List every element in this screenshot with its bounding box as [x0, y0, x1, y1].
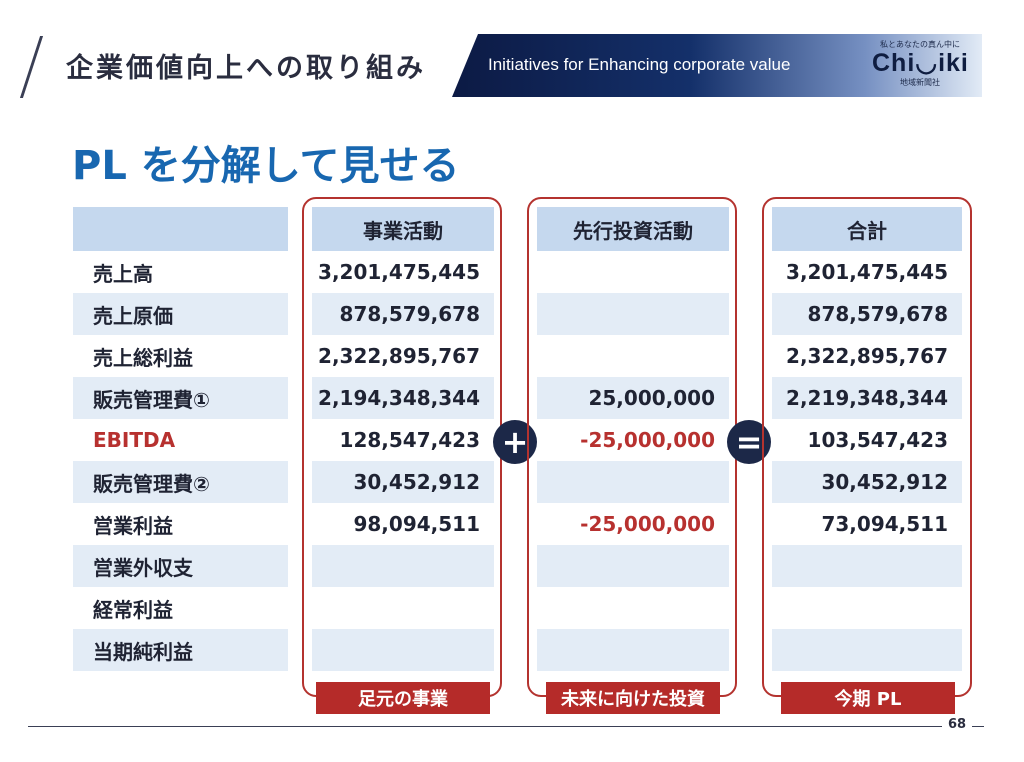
table-cell: [312, 629, 494, 671]
table-cell: 128,547,423: [339, 428, 480, 452]
header-banner: Initiatives for Enhancing corporate valu…: [452, 34, 982, 97]
column-header: 先行投資活動: [537, 207, 729, 251]
table-cell: [772, 587, 962, 629]
slide-title: PL を分解して見せる: [72, 143, 460, 189]
business-activity-badge: 足元の事業: [316, 682, 490, 714]
row-label: 売上高: [93, 261, 153, 286]
table-cell: 103,547,423: [807, 428, 948, 452]
total-column: 合計 3,201,475,445 878,579,678 2,322,895,7…: [772, 207, 962, 671]
table-cell: 30,452,912: [312, 461, 494, 503]
row-label: 当期純利益: [73, 629, 288, 671]
logo-subtitle: 地域新聞社: [900, 78, 940, 87]
row-label: 営業外収支: [73, 545, 288, 587]
page-number: 68: [948, 717, 967, 732]
table-cell: 2,322,895,767: [786, 344, 948, 368]
table-cell-negative: -25,000,000: [580, 428, 715, 452]
banner-text: Initiatives for Enhancing corporate valu…: [488, 55, 791, 74]
plus-icon: +: [493, 420, 537, 464]
table-cell: [537, 629, 729, 671]
table-cell: [312, 587, 494, 629]
table-cell: 73,094,511: [821, 512, 948, 536]
table-cell-negative: -25,000,000: [580, 512, 715, 536]
label-header-blank: [73, 207, 288, 251]
table-cell: [772, 545, 962, 587]
table-cell: 25,000,000: [537, 377, 729, 419]
table-cell: [772, 629, 962, 671]
table-cell: 30,452,912: [772, 461, 962, 503]
business-activity-column: 事業活動 3,201,475,445 878,579,678 2,322,895…: [312, 207, 494, 671]
table-cell: 98,094,511: [353, 512, 480, 536]
footer-dash: [972, 726, 984, 727]
table-cell: 3,201,475,445: [786, 260, 948, 284]
table-cell: 2,219,348,344: [772, 377, 962, 419]
row-label-ebitda: EBITDA: [93, 428, 176, 452]
row-label: 経常利益: [93, 597, 173, 622]
table-cell: [537, 545, 729, 587]
table-cell: [537, 461, 729, 503]
table-cell: 3,201,475,445: [318, 260, 480, 284]
row-label: 売上原価: [73, 293, 288, 335]
footer-rule: [28, 726, 942, 727]
row-label-column: 売上高 売上原価 売上総利益 販売管理費① EBITDA 販売管理費② 営業利益…: [73, 207, 288, 671]
table-cell: 878,579,678: [312, 293, 494, 335]
row-label: 販売管理費②: [73, 461, 288, 503]
table-cell: [312, 545, 494, 587]
table-cell: 878,579,678: [772, 293, 962, 335]
table-cell: [537, 335, 729, 377]
page-header-title: 企業価値向上への取り組み: [66, 53, 426, 84]
table-cell: 2,194,348,344: [312, 377, 494, 419]
column-header: 合計: [772, 207, 962, 251]
logo-tagline: 私とあなたの真ん中に: [880, 40, 960, 49]
table-cell: 2,322,895,767: [318, 344, 480, 368]
investment-activity-column: 先行投資活動 25,000,000 -25,000,000 -25,000,00…: [537, 207, 729, 671]
table-cell: [537, 251, 729, 293]
table-cell: [537, 293, 729, 335]
header-slash: [19, 36, 44, 98]
investment-activity-badge: 未来に向けた投資: [546, 682, 720, 714]
company-logo: 私とあなたの真ん中に Chi◡iki 地域新聞社: [872, 39, 968, 91]
column-header: 事業活動: [312, 207, 494, 251]
table-cell: [537, 587, 729, 629]
row-label: 営業利益: [93, 513, 173, 538]
row-label: 売上総利益: [93, 345, 193, 370]
row-label: 販売管理費①: [73, 377, 288, 419]
total-badge: 今期 PL: [781, 682, 955, 714]
logo-name: Chi◡iki: [872, 49, 969, 77]
